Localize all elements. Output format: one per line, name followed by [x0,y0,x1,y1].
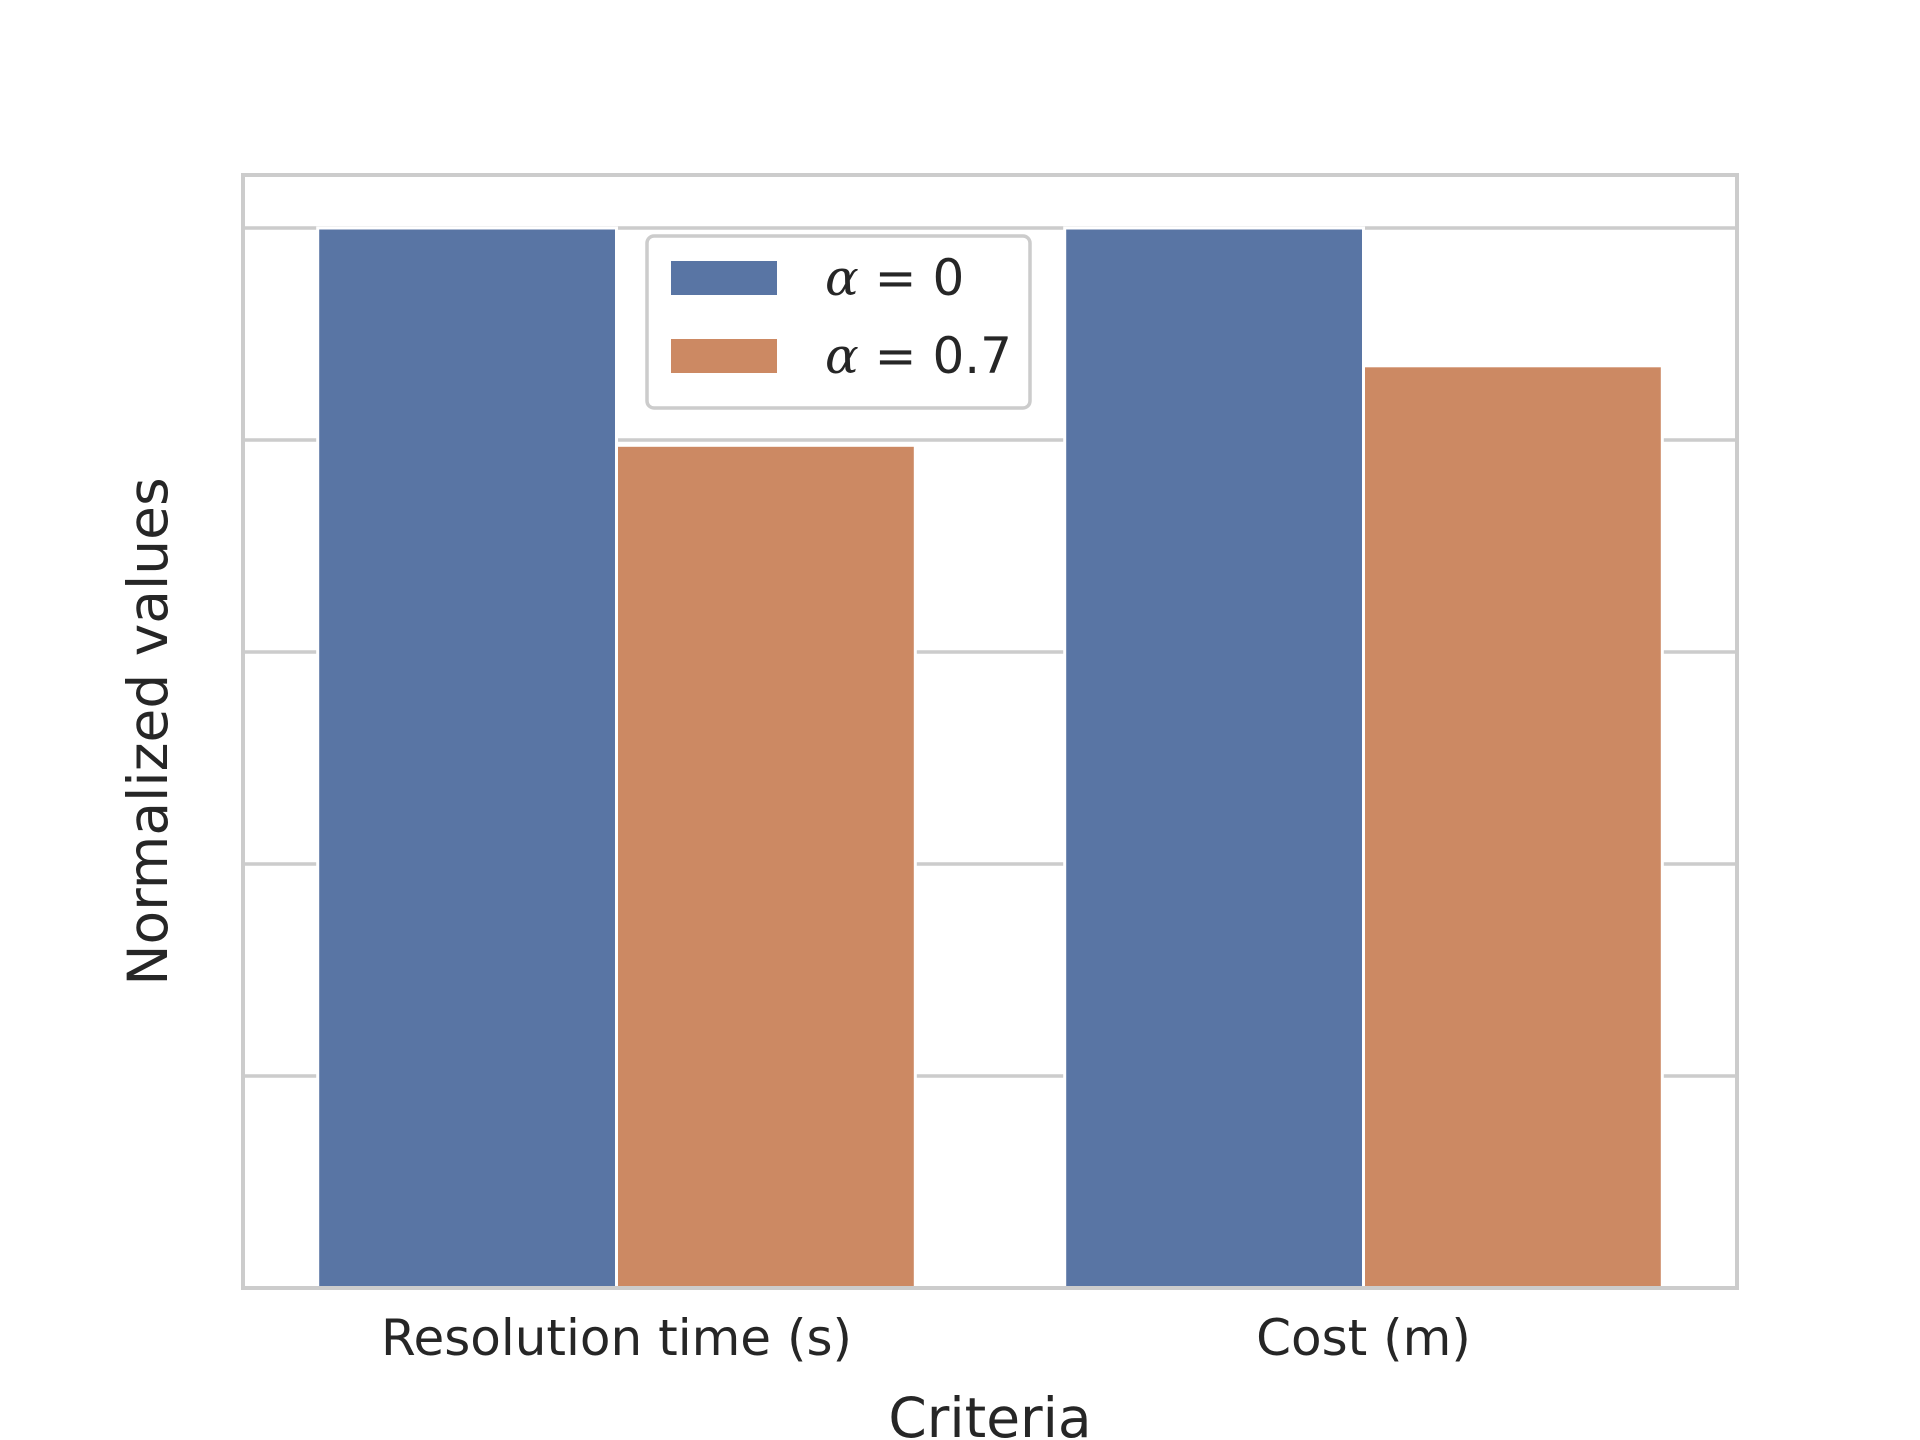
x-axis-label: Criteria [888,1386,1091,1440]
bar-1-1 [1362,364,1664,1290]
plot-frame [241,173,1739,1290]
legend-swatch-0 [671,261,777,295]
bar-1-0 [615,443,917,1290]
y-axis-label: Normalized values [116,477,180,985]
legend-label-1: α = 0.7 [825,327,1012,385]
legend-label-0: α = 0 [825,249,964,307]
bar-0-1 [1063,226,1365,1290]
bar-0-0 [316,226,618,1290]
x-tick-label-1: Cost (m) [1256,1309,1471,1367]
legend: α = 0 α = 0.7 [645,234,1032,410]
x-tick-labels: Resolution time (s) Cost (m) [381,1309,1471,1367]
bars [316,226,1664,1290]
legend-swatch-1 [671,339,777,373]
x-tick-label-0: Resolution time (s) [381,1309,852,1367]
